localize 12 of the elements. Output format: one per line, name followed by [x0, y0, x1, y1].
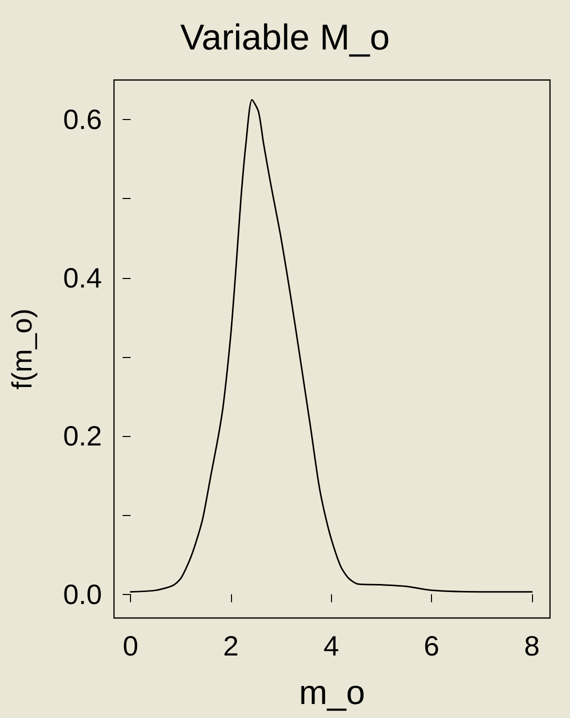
y-tick-label: 0.2: [63, 420, 102, 452]
x-tick-label: 8: [524, 630, 540, 662]
y-tick-label: 0.6: [63, 104, 102, 136]
y-tick-label: 0.4: [63, 262, 102, 294]
x-tick-label: 6: [424, 630, 440, 662]
x-tick-label: 2: [223, 630, 239, 662]
chart-title: Variable M_o: [180, 16, 390, 58]
x-tick-label: 0: [122, 630, 138, 662]
x-tick-label: 4: [323, 630, 340, 662]
x-axis-title: m_o: [298, 674, 366, 712]
y-axis-title: f(m_o): [6, 308, 38, 390]
y-tick-label: 0.0: [63, 578, 102, 610]
